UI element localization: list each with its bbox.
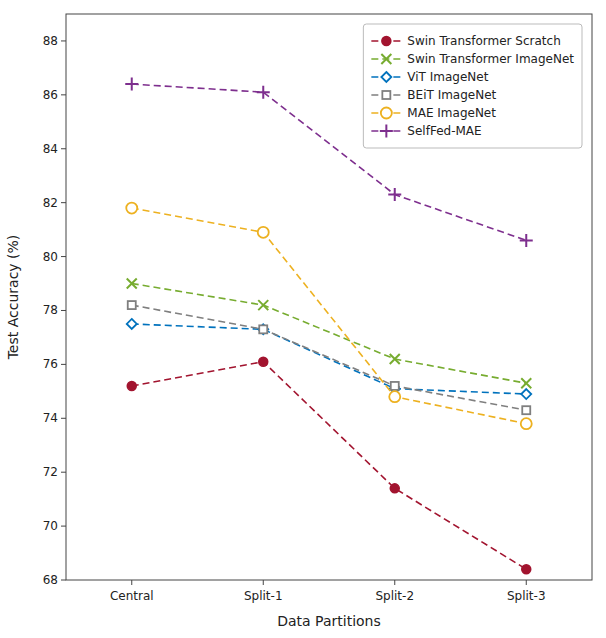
y-tick (61, 256, 66, 257)
series-line (132, 208, 527, 424)
legend-handle (371, 108, 401, 119)
series (127, 279, 532, 389)
series-line (132, 305, 527, 410)
point-marker (258, 227, 269, 238)
x-tick (394, 580, 395, 585)
point-marker (127, 279, 137, 289)
y-tick-label: 78 (43, 303, 58, 317)
x-tick-label: Split-1 (244, 589, 283, 603)
point-marker (126, 203, 137, 214)
point-marker (257, 86, 270, 99)
plot-frame (66, 14, 592, 580)
y-tick (61, 580, 66, 581)
point-marker (125, 78, 138, 91)
y-tick-label: 68 (43, 573, 58, 587)
point-marker (258, 324, 268, 334)
y-tick-label: 82 (43, 196, 58, 210)
legend-marker (381, 108, 392, 119)
legend-handle (371, 54, 401, 64)
legend-marker (381, 72, 391, 82)
legend-handle (371, 37, 401, 46)
y-tick-label: 84 (43, 142, 58, 156)
x-tick-label: Split-2 (375, 589, 414, 603)
point-marker (389, 391, 400, 402)
y-tick (61, 148, 66, 149)
legend-marker (382, 37, 391, 46)
x-tick-label: Central (110, 589, 154, 603)
point-marker (390, 484, 399, 493)
legend: Swin Transformer Scratch Swin Transformer… (363, 24, 582, 148)
point-marker (258, 300, 268, 310)
x-axis-label: Data Partitions (277, 613, 381, 629)
legend-label: MAE ImageNet (407, 106, 496, 120)
series-line (132, 324, 527, 394)
legend-label: SelfFed-MAE (407, 124, 481, 138)
x-tick-label: Split-3 (507, 589, 546, 603)
legend-label: Swin Transformer ImageNet (407, 52, 574, 66)
y-tick (61, 202, 66, 203)
legend-handle (371, 91, 401, 99)
series-line (132, 84, 527, 240)
plot-area (125, 78, 533, 574)
y-tick (61, 526, 66, 527)
point-marker (521, 418, 532, 429)
y-tick-label: 80 (43, 250, 58, 264)
x-tick (131, 580, 132, 585)
y-tick (61, 472, 66, 473)
legend-marker (381, 54, 391, 64)
point-marker (522, 565, 531, 574)
y-tick (61, 310, 66, 311)
y-tick (61, 94, 66, 95)
x-tick (263, 580, 264, 585)
point-marker (259, 325, 267, 333)
y-tick-label: 88 (43, 34, 58, 48)
point-marker (390, 354, 400, 364)
point-marker (521, 389, 531, 399)
point-marker (388, 188, 401, 201)
series (127, 357, 531, 574)
series (127, 319, 532, 399)
y-tick (61, 40, 66, 41)
point-marker (127, 381, 136, 390)
legend-marker (380, 125, 393, 138)
y-axis-label: Test Accuracy (%) (5, 235, 21, 361)
legend-label: ViT ImageNet (407, 70, 488, 84)
y-tick-label: 86 (43, 88, 58, 102)
legend-marker (382, 91, 390, 99)
y-tick-label: 76 (43, 357, 58, 371)
point-marker (521, 378, 531, 388)
series-line (132, 362, 527, 570)
y-tick-label: 72 (43, 465, 58, 479)
y-tick (61, 364, 66, 365)
chart: 68 70 72 74 76 78 80 82 84 86 88 Central Split-1 Spli… (0, 0, 606, 638)
legend-label: BEiT ImageNet (407, 88, 496, 102)
y-tick-label: 74 (43, 411, 58, 425)
point-marker (522, 406, 530, 414)
point-marker (128, 301, 136, 309)
point-marker (520, 234, 533, 247)
x-tick (526, 580, 527, 585)
point-marker (127, 319, 137, 329)
point-marker (259, 357, 268, 366)
y-tick (61, 418, 66, 419)
point-marker (391, 382, 399, 390)
series (126, 203, 532, 430)
legend-handle (371, 125, 401, 138)
legend-label: Swin Transformer Scratch (407, 34, 560, 48)
series-line (132, 284, 527, 384)
legend-handle (371, 72, 401, 82)
legend-box (363, 24, 582, 148)
y-tick-label: 70 (43, 519, 58, 533)
series (128, 301, 531, 414)
